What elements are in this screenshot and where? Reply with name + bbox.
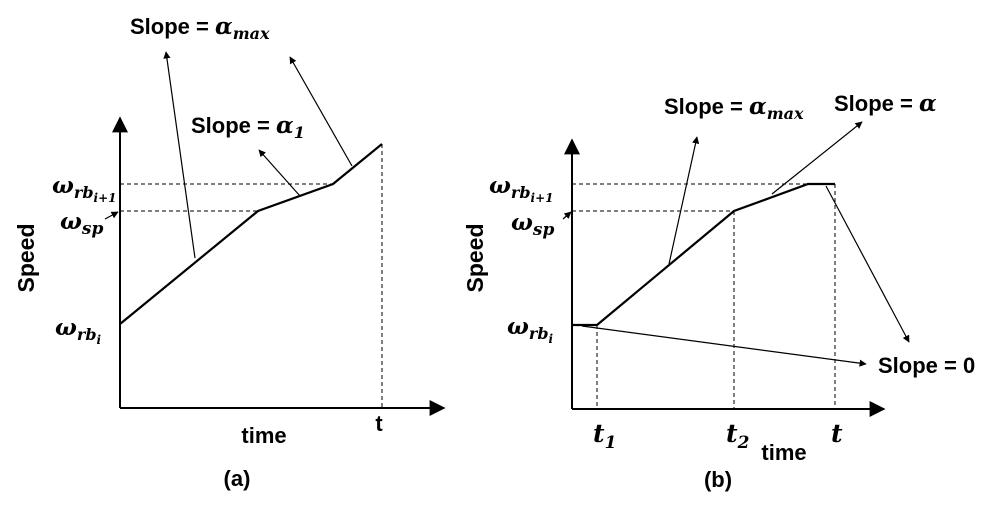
t2-label: t2 <box>726 419 750 453</box>
arrow-slope-max-2 <box>289 56 353 167</box>
arrow-omega-sp <box>104 211 119 220</box>
arrow-slope-alpha <box>771 121 863 195</box>
t-label: t <box>375 411 383 436</box>
arrow-omega-sp-b <box>562 211 572 220</box>
omega-sp-label: ωsp <box>60 208 103 239</box>
t1-label: t1 <box>593 419 616 453</box>
arrow-slope-zero-2 <box>581 325 867 367</box>
x-axis-label-b: time <box>761 440 806 465</box>
slope-alpha-label: Slope = α <box>834 90 937 117</box>
panel-b: Speed time (b) t1 t2 t ωrbi ωsp ωrbi+1 S… <box>462 90 975 492</box>
y-axis-label: Speed <box>13 223 39 292</box>
omega-rb-i1-label-b: ωrbi+1 <box>489 172 554 205</box>
omega-rb-i1-label: ωrbi+1 <box>52 172 117 205</box>
slope-max-label: Slope = αmax <box>130 13 270 43</box>
arrow-slope-max-b <box>668 136 700 265</box>
speed-curve-a <box>119 143 383 325</box>
slope-zero-label: Slope = 0 <box>878 353 975 378</box>
y-axis-label-b: Speed <box>462 223 488 292</box>
arrow-slope-max <box>163 51 196 259</box>
slope-1-label: Slope = α1 <box>191 112 305 142</box>
caption-b: (b) <box>704 467 732 492</box>
omega-sp-label-b: ωsp <box>511 209 554 240</box>
omega-rb-i-label: ωrbi <box>55 314 102 347</box>
arrow-slope-1 <box>258 149 301 197</box>
speed-curve-b <box>572 182 835 327</box>
slope-max-label-b: Slope = αmax <box>664 93 804 123</box>
arrow-slope-zero-1 <box>825 185 910 343</box>
panel-a: Speed time t (a) ωrbi ωsp ωrbi+1 Slope =… <box>13 13 446 491</box>
x-axis-label: time <box>241 423 286 448</box>
caption-a: (a) <box>224 466 251 491</box>
t-label-b: t <box>831 419 843 448</box>
omega-rb-i-label-b: ωrbi <box>507 313 554 346</box>
